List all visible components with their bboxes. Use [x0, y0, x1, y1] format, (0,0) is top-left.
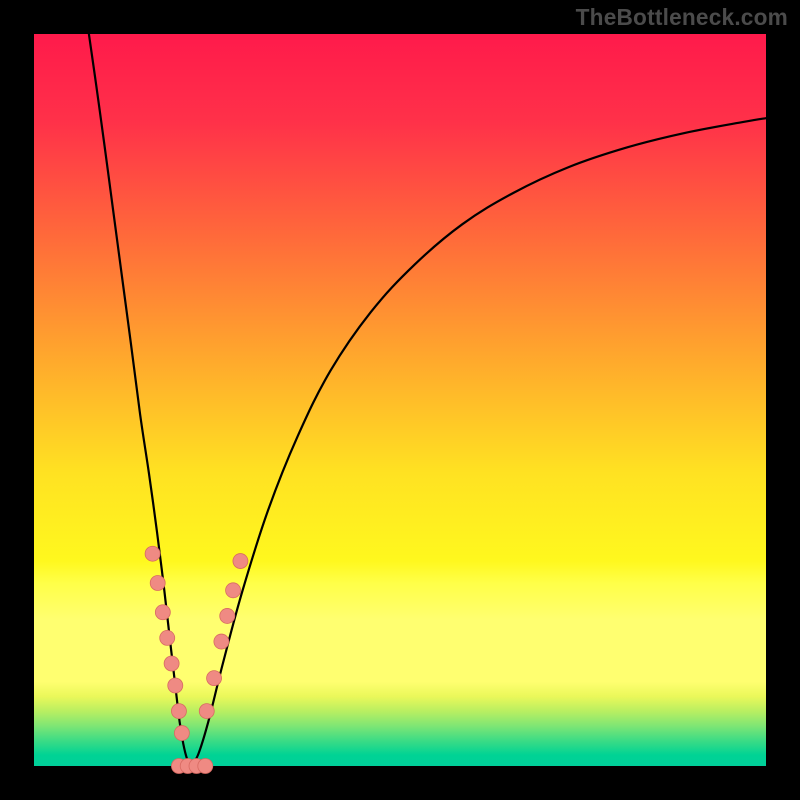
data-marker: [164, 656, 179, 671]
data-marker: [199, 704, 214, 719]
data-marker: [174, 726, 189, 741]
data-marker: [233, 554, 248, 569]
data-marker: [226, 583, 241, 598]
bottleneck-chart: [0, 0, 800, 800]
data-marker: [207, 671, 222, 686]
data-marker: [150, 576, 165, 591]
data-marker: [160, 630, 175, 645]
plot-area-gradient: [34, 34, 766, 766]
data-marker: [220, 608, 235, 623]
data-marker: [171, 704, 186, 719]
data-marker: [168, 678, 183, 693]
data-marker: [198, 759, 213, 774]
figure-container: TheBottleneck.com: [0, 0, 800, 800]
data-marker: [155, 605, 170, 620]
data-marker: [145, 546, 160, 561]
data-marker: [214, 634, 229, 649]
watermark-text: TheBottleneck.com: [576, 4, 788, 31]
